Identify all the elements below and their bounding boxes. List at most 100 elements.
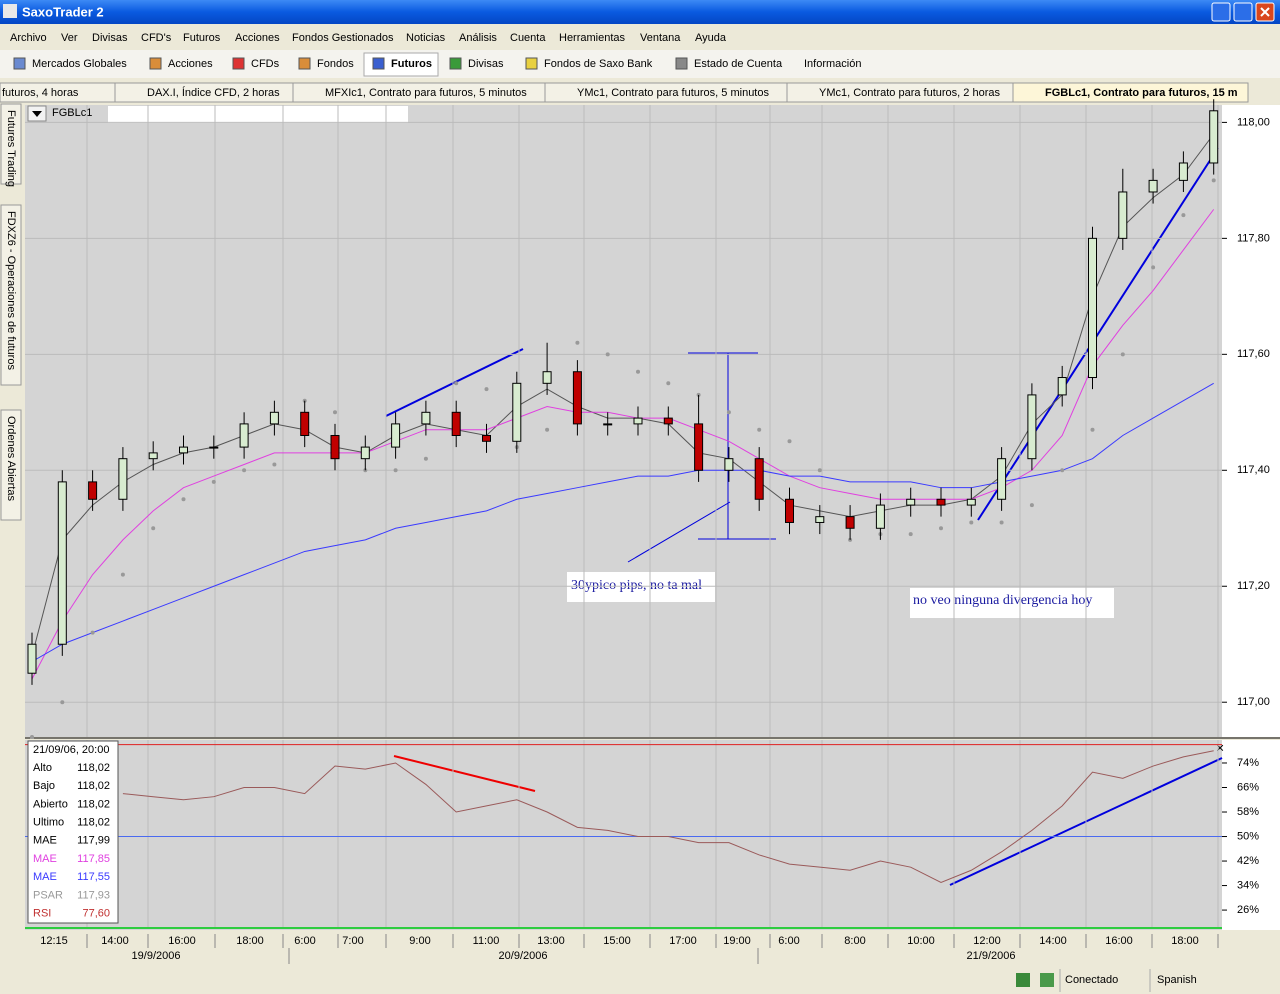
menu-item[interactable]: Herramientas	[559, 32, 626, 44]
psar-dot	[545, 427, 550, 432]
menu-item[interactable]: Acciones	[235, 32, 280, 44]
candle-body	[360, 446, 370, 460]
menu-item[interactable]: Ayuda	[695, 32, 727, 44]
toolbar-item[interactable]: Fondos	[317, 58, 354, 70]
psar-dot	[151, 526, 156, 531]
menu-item[interactable]: Ventana	[640, 32, 681, 44]
candle-body	[694, 423, 704, 471]
menu-item[interactable]: Futuros	[183, 32, 221, 44]
time-label: 14:00	[101, 935, 129, 947]
restore-button[interactable]	[1233, 2, 1253, 22]
candle-body	[88, 481, 98, 500]
side-tab-label: Futures Trading	[5, 110, 17, 187]
toolbar-item[interactable]: Divisas	[468, 58, 504, 70]
psar-dot	[454, 381, 459, 386]
toolbar-item[interactable]: Futuros	[391, 58, 432, 70]
menu-item[interactable]: Noticias	[406, 32, 446, 44]
price-axis-panel	[1222, 105, 1280, 737]
candle-body	[906, 498, 916, 506]
candle-body	[1118, 191, 1128, 239]
candle-body	[1057, 377, 1067, 396]
side-tab[interactable]	[0, 204, 22, 386]
time-label: 16:00	[1105, 935, 1133, 947]
menu-item[interactable]: CFD's	[141, 32, 172, 44]
candle-body	[300, 411, 310, 436]
psar-dot	[636, 369, 640, 374]
menu-item[interactable]: Ver	[61, 32, 78, 44]
candle-body	[572, 371, 582, 425]
toolbar	[0, 50, 1280, 78]
candle-body	[815, 516, 825, 523]
side-tab[interactable]	[0, 409, 22, 521]
close-rsi[interactable]: ×	[1216, 740, 1224, 756]
menu-item[interactable]: Divisas	[92, 32, 128, 44]
candle-body	[724, 458, 734, 471]
side-tab[interactable]	[0, 103, 22, 185]
psar-dot	[90, 630, 95, 635]
candle-body	[148, 452, 158, 460]
note-text: 30ypico pips, no ta mal	[571, 578, 702, 593]
rsi-tick-label: 58%	[1237, 806, 1259, 818]
chart-tab-label: YMc1, Contrato para futuros, 2 horas	[819, 87, 1000, 99]
time-label: 16:00	[168, 935, 196, 947]
candle-body	[936, 498, 946, 506]
psar-dot	[575, 340, 580, 345]
time-axis	[25, 932, 1222, 964]
symbol-input[interactable]	[108, 106, 408, 123]
rsi-tick-label: 34%	[1237, 879, 1259, 891]
toolbar-item[interactable]: Información	[804, 58, 861, 70]
rsi-tick-label: 26%	[1237, 904, 1259, 916]
note-box	[567, 572, 715, 602]
time-label: 18:00	[1171, 935, 1199, 947]
candle-body	[997, 458, 1007, 500]
toolbar-icon	[525, 57, 538, 70]
candle-body	[1027, 394, 1037, 460]
toolbar-item[interactable]: Estado de Cuenta	[694, 58, 783, 70]
menu-item[interactable]: Análisis	[459, 32, 497, 44]
info-label: Abierto	[33, 798, 68, 810]
status-text: Conectado	[1065, 974, 1118, 986]
rsi-panel	[25, 740, 1222, 930]
symbol-label: FGBLc1	[52, 107, 92, 119]
toolbar-item[interactable]: Fondos de Saxo Bank	[544, 58, 653, 70]
rsi-tick-label: 42%	[1237, 855, 1259, 867]
candle-body	[875, 504, 885, 529]
info-value: 118,02	[77, 780, 110, 792]
moving-average	[31, 133, 1215, 656]
candle-body	[269, 411, 279, 425]
time-label: 14:00	[1039, 935, 1067, 947]
menu-item[interactable]: Cuenta	[510, 32, 546, 44]
toolbar-icon	[298, 57, 311, 70]
psar-dot	[999, 520, 1004, 525]
toolbar-item[interactable]: Acciones	[168, 58, 213, 70]
minimize-button[interactable]	[1211, 2, 1231, 22]
candle-body	[209, 446, 219, 449]
chart-tab[interactable]	[1012, 82, 1249, 103]
psar-dot	[908, 532, 913, 537]
menu-item[interactable]: Fondos Gestionados	[292, 32, 394, 44]
time-label: 6:00	[778, 935, 799, 947]
psar-dot	[1211, 178, 1216, 183]
rsi-trend-line	[393, 755, 536, 792]
candle-body	[845, 516, 855, 529]
time-label: 12:00	[973, 935, 1001, 947]
toolbar-item[interactable]: CFDs	[251, 58, 280, 70]
chart-tab-label: MFXIc1, Contrato para futuros, 5 minutos	[325, 87, 527, 99]
candle-body	[785, 498, 794, 523]
info-value: 117,85	[77, 853, 110, 865]
info-label: PSAR	[33, 889, 63, 901]
info-label: Ultimo	[33, 817, 64, 829]
toolbar-icon	[675, 57, 688, 70]
time-label: 6:00	[294, 935, 315, 947]
chart-tab-label: FGBLc1, Contrato para futuros, 15 m	[1045, 87, 1238, 99]
psar-dot	[60, 700, 65, 705]
psar-dot	[423, 456, 428, 461]
title-bar	[0, 0, 1280, 24]
menu-item[interactable]: Archivo	[10, 32, 47, 44]
info-value: 77,60	[82, 908, 110, 920]
toolbar-item[interactable]: Mercados Globales	[32, 58, 127, 70]
info-value: 118,02	[77, 762, 110, 774]
y-tick-label: 117,20	[1237, 580, 1270, 592]
time-label: 7:00	[342, 935, 363, 947]
psar-dot	[1151, 265, 1156, 270]
